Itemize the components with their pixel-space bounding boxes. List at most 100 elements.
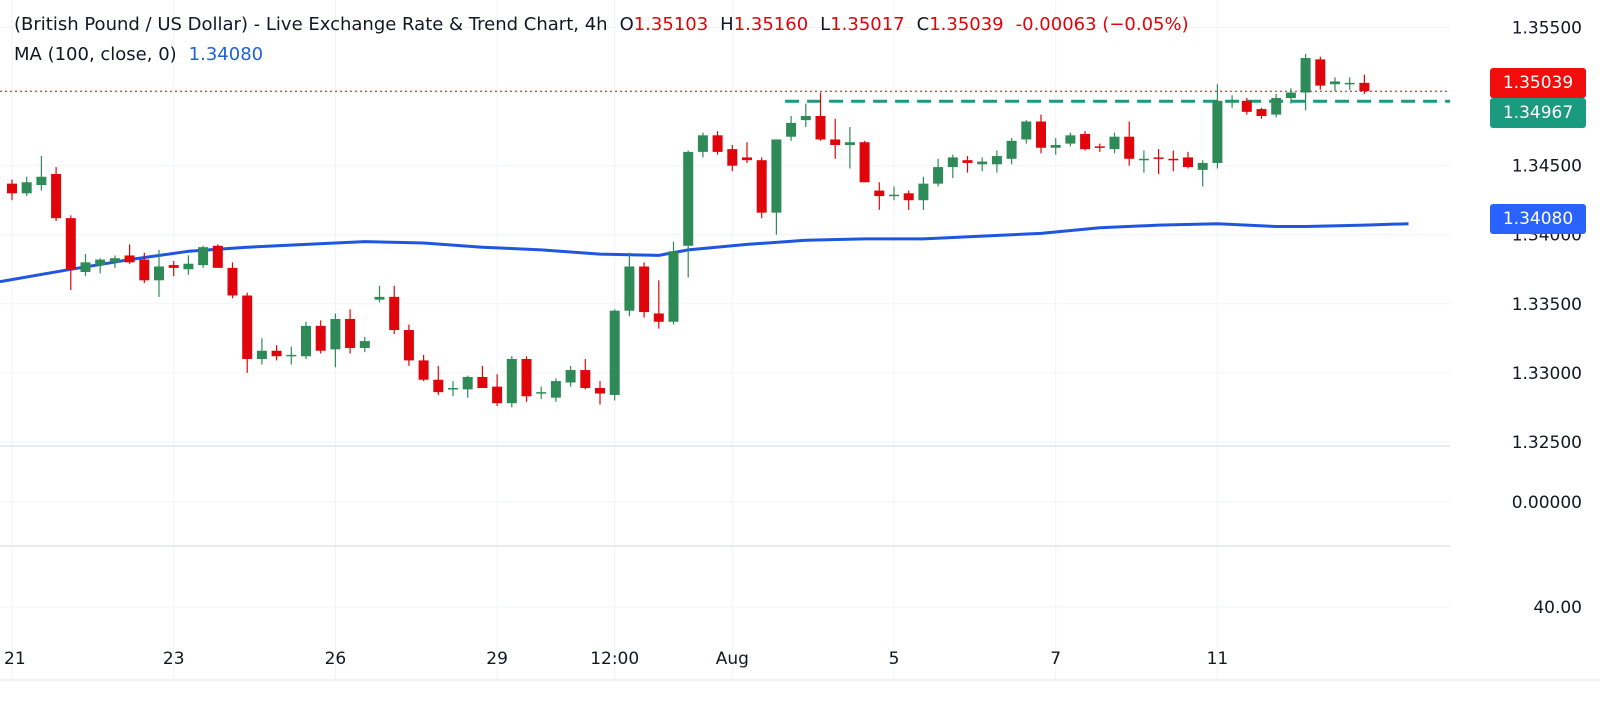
candle — [51, 167, 62, 221]
candle — [609, 309, 620, 401]
candle-body — [1109, 136, 1120, 150]
candle — [183, 255, 194, 275]
candle-body — [1036, 121, 1046, 148]
candle — [756, 157, 767, 219]
candle-body — [374, 296, 385, 300]
legend-open-value: 1.35103 — [633, 14, 709, 35]
x-axis: 21 23 26 29 12:00 Aug 5 7 11 — [4, 649, 1228, 669]
candle — [550, 378, 561, 402]
price-levels — [0, 90, 1450, 103]
candle — [786, 115, 797, 141]
candle-body — [198, 247, 209, 266]
candle-body — [859, 142, 870, 183]
candle — [727, 144, 738, 172]
y-tick-label: 1.34500 — [1512, 157, 1582, 177]
candle — [1065, 132, 1076, 147]
candle-body — [389, 296, 400, 331]
candle-body — [639, 266, 650, 313]
candle — [859, 140, 870, 183]
candle-body — [315, 325, 326, 351]
ma-series — [0, 222, 1409, 284]
candle — [947, 154, 958, 179]
y-tick-label: 1.33000 — [1512, 364, 1582, 384]
candle-body — [109, 258, 120, 263]
candle — [21, 176, 32, 197]
candle-body — [36, 176, 47, 186]
candle — [595, 381, 605, 405]
candle-body — [1050, 144, 1061, 148]
candle — [683, 150, 694, 278]
candle-body — [301, 325, 311, 357]
candle — [977, 157, 988, 172]
candle-body — [80, 262, 91, 273]
candle — [506, 356, 517, 408]
candle-body — [403, 330, 414, 361]
candle-body — [168, 265, 179, 268]
candle-body — [433, 379, 444, 393]
candle-body — [477, 376, 488, 389]
candle-body — [550, 381, 561, 398]
candle-body — [595, 388, 605, 394]
candle — [374, 285, 385, 303]
candle — [1021, 120, 1032, 144]
candle — [359, 336, 370, 353]
x-tick-label: Aug — [716, 649, 749, 669]
candle — [874, 182, 885, 210]
candle — [1109, 132, 1120, 154]
candle-body — [418, 360, 429, 380]
candle-body — [1300, 57, 1311, 93]
candle — [315, 320, 326, 354]
x-tick-label: 21 — [4, 649, 26, 669]
candle — [168, 260, 179, 277]
x-tick-label: 29 — [486, 649, 508, 669]
legend-low-label: L — [820, 14, 831, 35]
candle — [1256, 107, 1267, 119]
candle-body — [697, 135, 708, 152]
x-tick-label: 23 — [163, 649, 185, 669]
candle-body — [1021, 121, 1032, 140]
candle — [697, 132, 708, 158]
candle-body — [991, 156, 1002, 165]
candle — [1138, 150, 1149, 173]
legend-change: -0.00063 (−0.05%) — [1015, 14, 1189, 35]
candle-body — [947, 157, 958, 168]
candle — [991, 150, 1002, 173]
candle-body — [1124, 136, 1135, 159]
candle-body — [933, 167, 944, 184]
candle-body — [1197, 162, 1208, 170]
candle — [256, 338, 267, 365]
candle — [830, 118, 841, 159]
candle-body — [1227, 100, 1238, 103]
candle-body — [330, 318, 341, 350]
y-tick-label: 1.33500 — [1512, 295, 1582, 315]
legend-high-label: H — [720, 14, 734, 35]
candle-body — [521, 359, 532, 397]
candle-body — [1065, 135, 1076, 144]
candle-body — [286, 354, 297, 357]
legend-ma[interactable]: MA (100, close, 0) 1.34080 — [14, 44, 263, 65]
candle-body — [271, 350, 282, 357]
candle — [7, 179, 17, 201]
candle-body — [800, 115, 811, 121]
candle — [36, 156, 47, 191]
candle-body — [918, 183, 929, 201]
candle — [139, 252, 150, 284]
legend-close-value: 1.35039 — [929, 14, 1004, 35]
candle-body — [124, 255, 135, 263]
x-tick-label: 7 — [1050, 649, 1061, 669]
candle-body — [1241, 100, 1252, 112]
legend-high-value: 1.35160 — [733, 14, 809, 35]
candles — [7, 53, 1370, 408]
pane-separators — [0, 445, 1600, 681]
candle — [1359, 74, 1370, 94]
candle-body — [345, 318, 356, 348]
candle — [1271, 93, 1282, 118]
candle-body — [756, 160, 767, 213]
candle-body — [1330, 81, 1340, 85]
candle-body — [727, 149, 738, 166]
candle — [815, 92, 826, 141]
candle-body — [977, 161, 988, 165]
candle — [109, 255, 120, 268]
candle-body — [844, 142, 855, 145]
